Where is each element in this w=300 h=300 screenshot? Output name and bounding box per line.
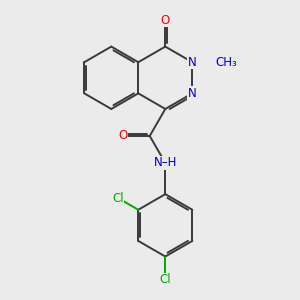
Text: N: N	[188, 56, 197, 69]
Text: O: O	[161, 14, 170, 27]
Text: CH₃: CH₃	[216, 56, 238, 69]
Text: Cl: Cl	[112, 192, 124, 205]
Text: Cl: Cl	[160, 273, 171, 286]
Text: O: O	[118, 130, 128, 142]
Text: N–H: N–H	[154, 157, 177, 169]
Text: N: N	[188, 87, 197, 100]
